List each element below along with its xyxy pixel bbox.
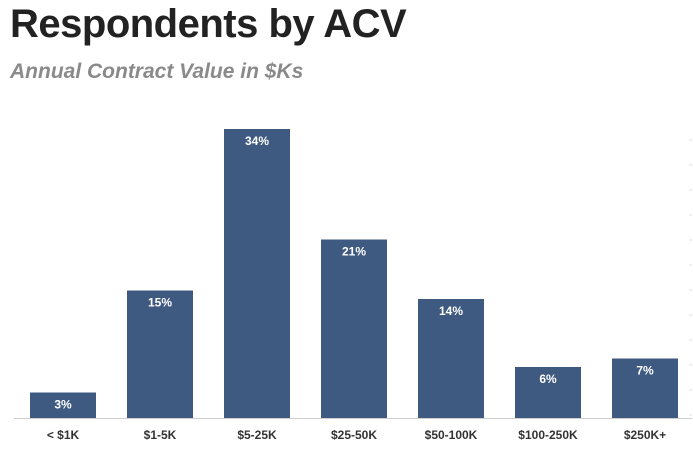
bar-data-label: 34% (245, 134, 269, 148)
bar-data-label: 14% (439, 304, 463, 318)
bar-data-label: 7% (636, 364, 654, 378)
bars-group: 3% 15% 34% 21% 14% 6% 7% (30, 129, 678, 418)
x-tick-label: $5-25K (237, 428, 277, 442)
bar-6 (612, 358, 678, 418)
x-tick-label: $25-50K (331, 428, 377, 442)
x-tick-label: $1-5K (144, 428, 177, 442)
bar-data-label: 21% (342, 245, 366, 259)
x-tick-label: < $1K (47, 428, 80, 442)
bar-5 (515, 367, 581, 418)
x-tick-labels: < $1K $1-5K $5-25K $25-50K $50-100K $100-250K… (47, 428, 666, 442)
bar-0 (30, 392, 96, 418)
bar-data-label: 6% (539, 372, 557, 386)
bar-data-label: 3% (54, 398, 72, 412)
chart-title: Respondents by ACV (10, 2, 407, 46)
bar-3 (321, 239, 387, 418)
x-tick-label: $100-250K (518, 428, 578, 442)
bar-2 (224, 129, 290, 418)
x-tick-label: $250K+ (624, 428, 666, 442)
x-tick-label: $50-100K (425, 428, 478, 442)
right-edge-ticks (689, 139, 692, 416)
chart-subtitle: Annual Contract Value in $Ks (10, 60, 304, 83)
bar-1 (127, 290, 193, 418)
bar-data-label: 15% (148, 296, 172, 310)
bar-4 (418, 299, 484, 418)
